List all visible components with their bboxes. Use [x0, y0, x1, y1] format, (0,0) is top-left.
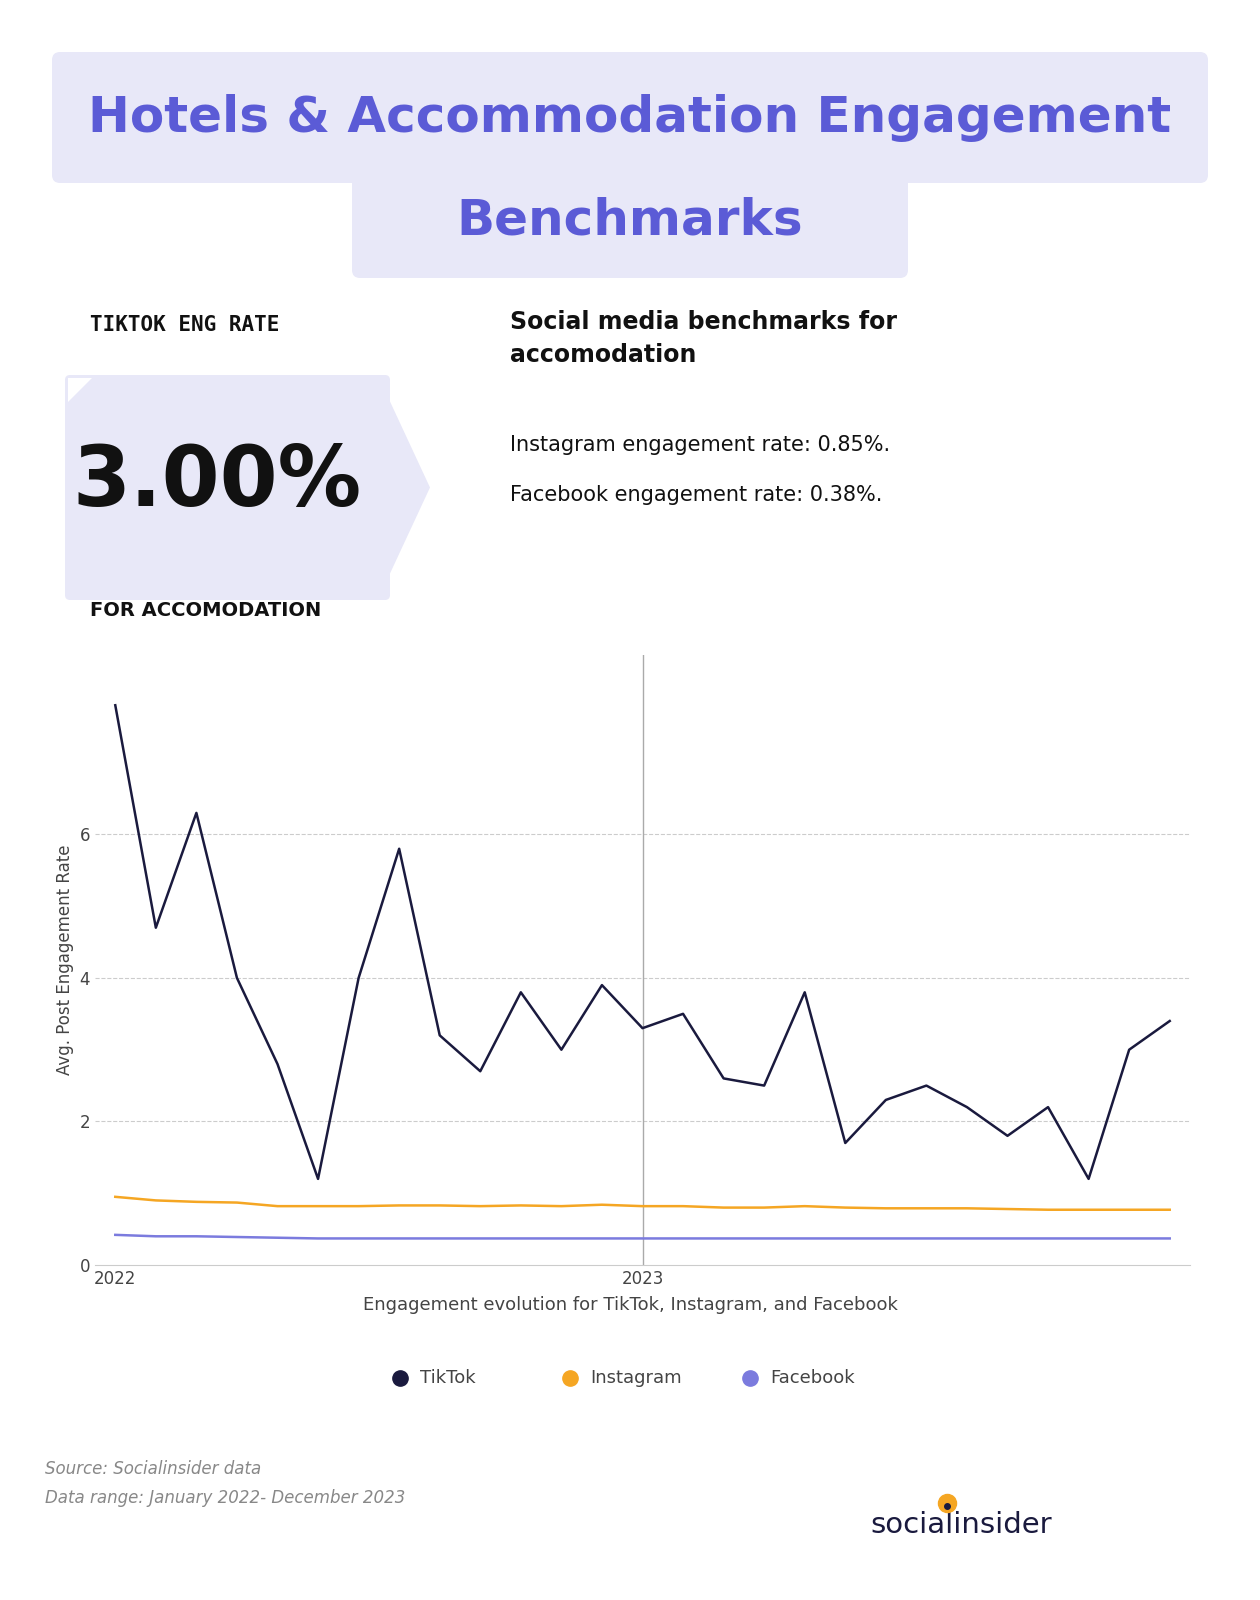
Text: Facebook engagement rate: 0.38%.: Facebook engagement rate: 0.38%.: [510, 485, 882, 506]
Text: Hotels & Accommodation Engagement: Hotels & Accommodation Engagement: [88, 93, 1172, 141]
FancyBboxPatch shape: [352, 166, 908, 278]
Text: Instagram: Instagram: [590, 1370, 682, 1387]
Text: Instagram engagement rate: 0.85%.: Instagram engagement rate: 0.85%.: [510, 435, 890, 454]
Text: Social media benchmarks for
accomodation: Social media benchmarks for accomodation: [510, 310, 897, 368]
FancyBboxPatch shape: [66, 374, 391, 600]
Text: Facebook: Facebook: [770, 1370, 854, 1387]
Text: TIKTOK ENG RATE: TIKTOK ENG RATE: [89, 315, 280, 334]
Text: socialinsider: socialinsider: [869, 1510, 1052, 1539]
Text: Source: Socialinsider data
Data range: January 2022- December 2023: Source: Socialinsider data Data range: J…: [45, 1459, 406, 1507]
Text: TikTok: TikTok: [420, 1370, 475, 1387]
Text: Benchmarks: Benchmarks: [456, 197, 804, 245]
FancyBboxPatch shape: [52, 51, 1208, 182]
Text: Engagement evolution for TikTok, Instagram, and Facebook: Engagement evolution for TikTok, Instagr…: [363, 1296, 897, 1314]
Y-axis label: Avg. Post Engagement Rate: Avg. Post Engagement Rate: [55, 845, 74, 1075]
Polygon shape: [381, 379, 430, 595]
Polygon shape: [68, 378, 92, 402]
Text: 3.00%: 3.00%: [73, 442, 362, 523]
Bar: [365, 154, 895, 174]
Text: FOR ACCOMODATION: FOR ACCOMODATION: [89, 602, 321, 619]
